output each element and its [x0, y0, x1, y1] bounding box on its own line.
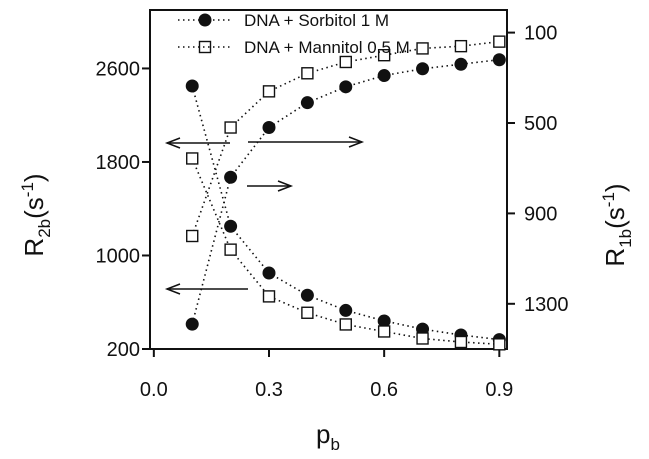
right-y-tick-label: 900 [524, 203, 557, 225]
left-y-axis-label: R2b(s-1) [18, 173, 54, 256]
annotation-arrowhead-3 [277, 180, 294, 192]
data-point-mannitol [186, 152, 199, 165]
x-axis-label: pb [316, 419, 340, 454]
series-curve-0 [191, 85, 500, 341]
left-y-label-main: R [19, 238, 49, 257]
right-y-label-sub: 1b [616, 229, 635, 248]
data-point-sorbitol [185, 317, 199, 331]
series-curve-2 [191, 58, 500, 325]
legend-label-mannitol: DNA + Mannitol 0.5 M [244, 38, 410, 57]
data-point-mannitol [454, 335, 468, 349]
left-y-label-unit-close: ) [19, 173, 49, 182]
data-point-mannitol [301, 306, 314, 319]
data-point-sorbitol [262, 121, 276, 135]
data-point-sorbitol [416, 62, 430, 76]
x-tick-label: 0.3 [255, 379, 283, 401]
right-y-tick-label: 500 [524, 113, 557, 135]
right-y-tick-label: 1300 [524, 294, 569, 316]
data-point-sorbitol [300, 288, 314, 302]
data-point-mannitol [493, 338, 506, 351]
data-point-sorbitol [454, 57, 468, 71]
x-tick-label: 0.6 [370, 379, 398, 401]
right-y-label-unit-close: ) [600, 183, 630, 192]
data-point-sorbitol [224, 219, 238, 233]
data-point-mannitol [377, 325, 391, 338]
data-point-mannitol [416, 332, 429, 345]
data-point-sorbitol [185, 79, 199, 93]
x-axis-label-main: p [316, 419, 330, 449]
plot-frame [149, 9, 508, 350]
data-point-mannitol [224, 243, 237, 256]
data-point-mannitol [454, 39, 468, 53]
ticks: 0.0 0.3 0.6 0.9 200 1000 1800 2600 100 500 900 1300 [96, 23, 569, 401]
left-y-tick-label: 1000 [96, 245, 141, 267]
data-point-mannitol [262, 290, 276, 303]
right-y-tick-label: 100 [524, 23, 557, 45]
markers [185, 35, 506, 351]
data-point-mannitol [224, 121, 237, 134]
right-y-label-unit: (s [600, 207, 630, 229]
axes [149, 9, 508, 350]
data-point-sorbitol [262, 266, 276, 280]
data-point-mannitol [377, 49, 391, 62]
left-y-label-sub: 2b [35, 219, 54, 238]
annotation-arrowhead-1 [164, 283, 181, 295]
data-point-mannitol [339, 55, 352, 69]
left-y-label-unit-sup: -1 [18, 182, 37, 197]
legend-label-sorbitol: DNA + Sorbitol 1 M [244, 11, 389, 30]
data-point-mannitol [262, 85, 276, 98]
series-curve-3 [191, 40, 500, 237]
data-point-mannitol [339, 318, 352, 331]
data-point-sorbitol [300, 96, 314, 110]
x-tick-label: 0.0 [140, 379, 168, 401]
left-y-label-unit: (s [19, 197, 49, 219]
right-y-axis-label: R1b(s-1) [599, 183, 635, 266]
legend-symbol-sorbitol [198, 13, 212, 27]
x-tick-label: 0.9 [485, 379, 513, 401]
data-point-sorbitol [339, 80, 353, 94]
data-point-mannitol [301, 67, 314, 80]
data-point-sorbitol [492, 53, 506, 67]
left-y-tick-label: 1800 [96, 152, 141, 174]
data-point-mannitol [416, 42, 429, 55]
x-axis-label-sub: b [331, 435, 340, 454]
data-point-sorbitol [377, 69, 391, 83]
annotation-arrowhead-2 [348, 136, 365, 148]
data-point-sorbitol [377, 314, 391, 328]
data-point-sorbitol [224, 170, 238, 184]
legend: DNA + Sorbitol 1 M DNA + Mannitol 0.5 M [178, 11, 410, 57]
left-y-tick-label: 200 [107, 339, 140, 361]
left-y-tick-label: 2600 [96, 58, 141, 80]
annotation-arrowhead-0 [164, 137, 181, 149]
right-y-label-main: R [600, 248, 630, 267]
arrows [164, 136, 365, 295]
data-point-mannitol [493, 35, 506, 48]
right-y-label-unit-sup: -1 [599, 192, 618, 207]
data-point-mannitol [186, 229, 199, 243]
data-point-sorbitol [339, 303, 353, 317]
